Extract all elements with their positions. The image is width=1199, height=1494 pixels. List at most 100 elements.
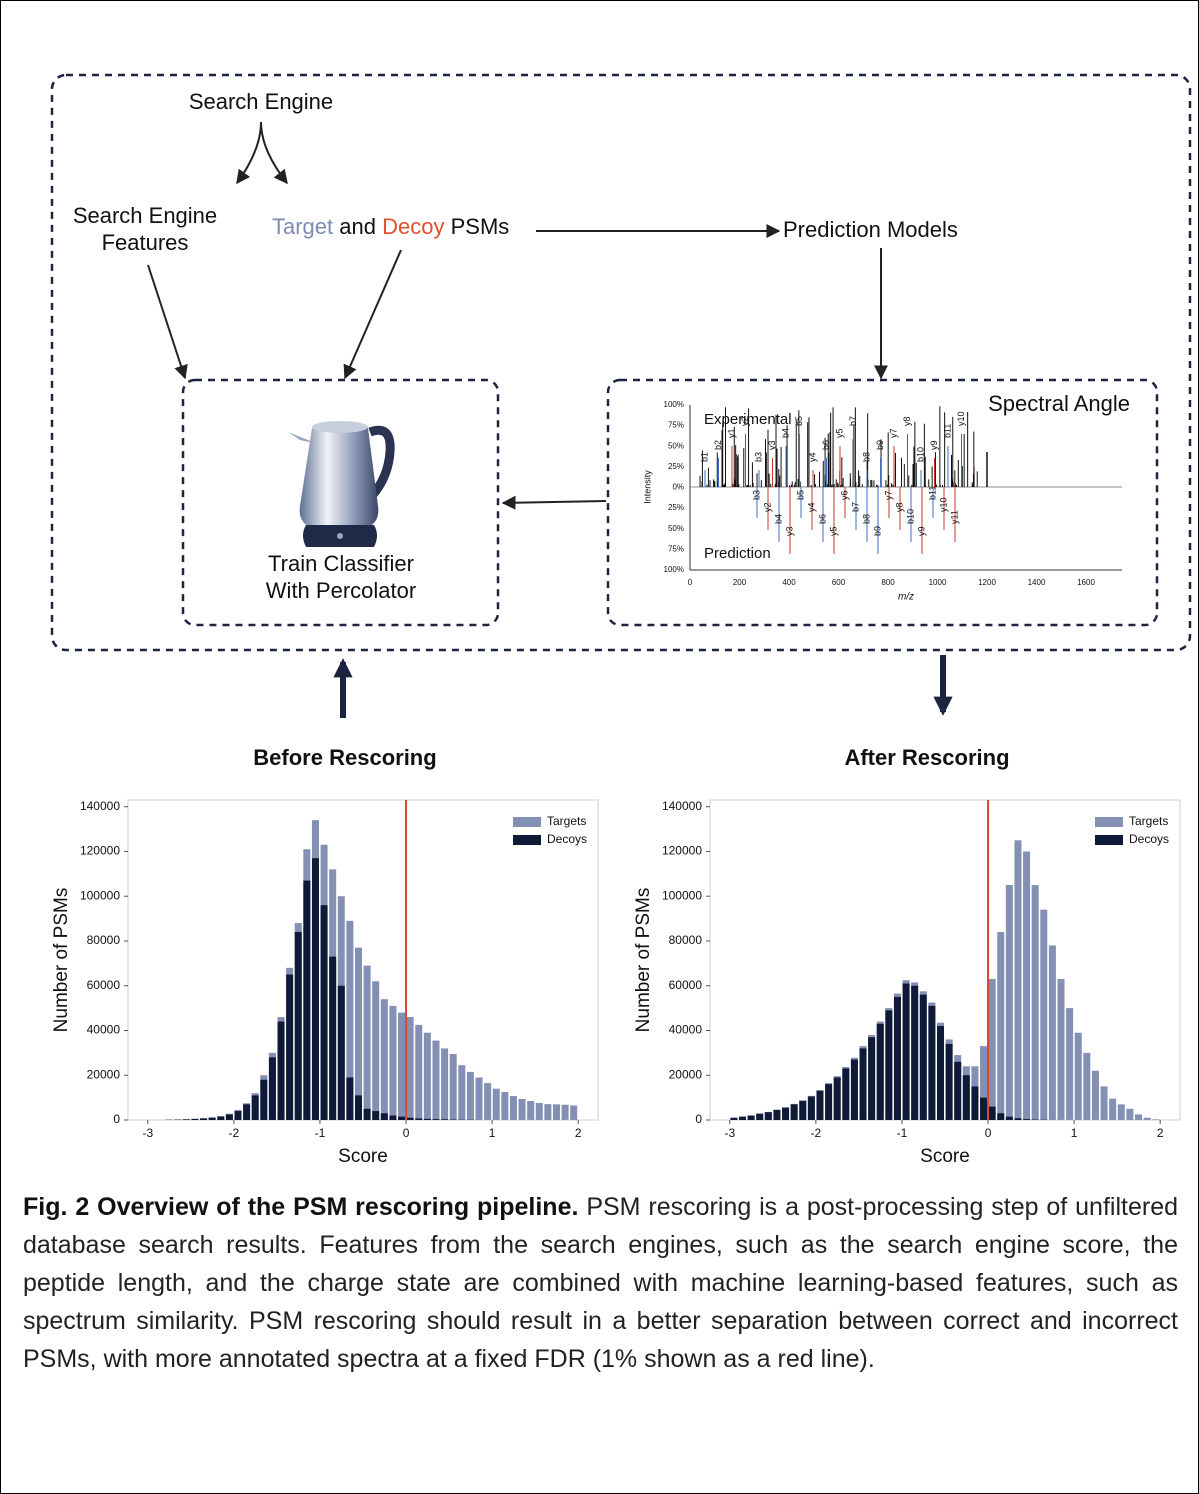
x-tick-label: 1 <box>489 1126 496 1140</box>
ion-label: b8 <box>861 514 871 524</box>
arrow <box>260 121 288 185</box>
y-tick-label: 120000 <box>80 844 120 858</box>
ion-label: b9 <box>875 440 885 450</box>
histogram-bar <box>372 1111 380 1120</box>
caption-text: PSM rescoring is a post-processing step … <box>23 1193 1178 1373</box>
caption: Fig. 2 Overview of the PSM rescoring pip… <box>23 1188 1178 1378</box>
histogram-bar <box>1091 1070 1099 1120</box>
histogram-bar <box>1074 1032 1082 1120</box>
chart-title: After Rescoring <box>844 745 1009 770</box>
y-tick-label: 20000 <box>87 1067 121 1081</box>
x-tick-label: -2 <box>811 1126 822 1140</box>
histogram-bar <box>790 1104 798 1120</box>
histogram-bar <box>406 1117 414 1120</box>
histogram-bar <box>484 1083 492 1120</box>
histogram-bar <box>561 1104 569 1120</box>
histogram-bar <box>919 994 927 1120</box>
x-tick-label: 2 <box>1157 1126 1164 1140</box>
histogram-bar <box>458 1065 466 1120</box>
histogram-bar <box>1014 840 1022 1120</box>
ion-label: b8 <box>861 452 871 462</box>
y-axis-label: Number of PSMs <box>633 888 654 1033</box>
histogram-bar <box>971 1086 979 1120</box>
histogram-bar <box>406 1017 414 1120</box>
ion-label: b3 <box>753 452 763 462</box>
histogram-bar <box>535 1102 543 1120</box>
caption-label: Fig. 2 Overview of the PSM rescoring pip… <box>23 1193 579 1221</box>
histogram-bar <box>251 1095 259 1120</box>
histogram-bar <box>911 985 919 1120</box>
ion-label: b4 <box>773 514 783 524</box>
outer-box <box>50 73 1192 652</box>
histogram-bar <box>398 1116 406 1120</box>
y-tick-label: 0 <box>695 1112 702 1126</box>
kettle-icon <box>288 421 395 547</box>
histogram-bar <box>1083 1052 1091 1120</box>
decoy-word: Decoy <box>382 214 444 239</box>
y-tick-label: 0 <box>113 1112 120 1126</box>
histogram-bar <box>902 983 910 1120</box>
histogram-bar <box>1057 979 1065 1120</box>
ion-label: y10 <box>938 497 948 512</box>
histogram-bar <box>1134 1114 1142 1120</box>
histogram-bar <box>260 1079 268 1120</box>
x-tick-label: -3 <box>724 1126 735 1140</box>
spectrum-x-tick: 600 <box>832 578 846 587</box>
histogram-bar <box>570 1105 578 1120</box>
histogram-bar <box>807 1096 815 1120</box>
histogram-bar <box>997 1113 1005 1120</box>
histogram-bar <box>389 1005 397 1120</box>
histogram-bar <box>1023 1119 1031 1120</box>
x-tick-label: 1 <box>1071 1126 1078 1140</box>
ion-label: y4 <box>806 502 816 512</box>
histogram-bar <box>363 965 371 1120</box>
ion-label: b10 <box>915 447 925 462</box>
histogram-bar <box>415 1118 423 1120</box>
histogram-bar <box>1152 1119 1160 1120</box>
histogram-bar <box>1117 1104 1125 1120</box>
spectral-angle: Spectral Angle <box>988 391 1130 416</box>
histogram-bar <box>816 1090 824 1120</box>
histogram-bar <box>859 1048 867 1120</box>
histogram-bar <box>544 1104 552 1120</box>
histogram-bar <box>1066 1008 1074 1120</box>
histogram-bar <box>945 1043 953 1120</box>
histogram-bar <box>208 1117 216 1120</box>
histogram-bar <box>928 1005 936 1120</box>
arrow <box>236 121 262 185</box>
histogram-bar <box>773 1109 781 1120</box>
histogram-bar <box>756 1113 764 1120</box>
classifier-label: Train Classifier <box>268 551 414 576</box>
spectrum-y-tick: 50% <box>668 524 684 533</box>
ion-label: y1 <box>726 428 736 438</box>
histogram-bar <box>294 932 302 1120</box>
x-axis-label: Score <box>920 1146 970 1167</box>
histogram-bar <box>354 1095 362 1120</box>
legend-label: Decoys <box>547 832 587 846</box>
histogram-bar <box>988 979 996 1120</box>
histogram-bar <box>799 1100 807 1120</box>
legend-swatch <box>1095 835 1123 845</box>
histogram-bar <box>1048 945 1056 1120</box>
histogram-bar <box>739 1116 747 1120</box>
spectrum-y-tick: 75% <box>668 421 684 430</box>
ion-label: b7 <box>850 502 860 512</box>
histogram-bar <box>1143 1117 1151 1120</box>
spectrum-x-tick: 1600 <box>1077 578 1095 587</box>
histogram-bar <box>234 1111 242 1120</box>
histogram-bar <box>885 1010 893 1120</box>
y-tick-label: 20000 <box>669 1067 703 1081</box>
histogram-bar <box>243 1104 251 1120</box>
histogram-bar <box>747 1115 755 1120</box>
legend-label: Targets <box>547 814 586 828</box>
histogram-bar <box>432 1040 440 1120</box>
features-label: Search Engine <box>73 203 217 228</box>
ion-label: b1 <box>699 452 709 462</box>
histogram-bar <box>962 1075 970 1120</box>
y-tick-label: 60000 <box>87 978 121 992</box>
y-tick-label: 40000 <box>669 1023 703 1037</box>
histogram-bar <box>423 1118 431 1120</box>
spectrum-x-tick: 1200 <box>978 578 996 587</box>
histogram-bar <box>997 932 1005 1120</box>
